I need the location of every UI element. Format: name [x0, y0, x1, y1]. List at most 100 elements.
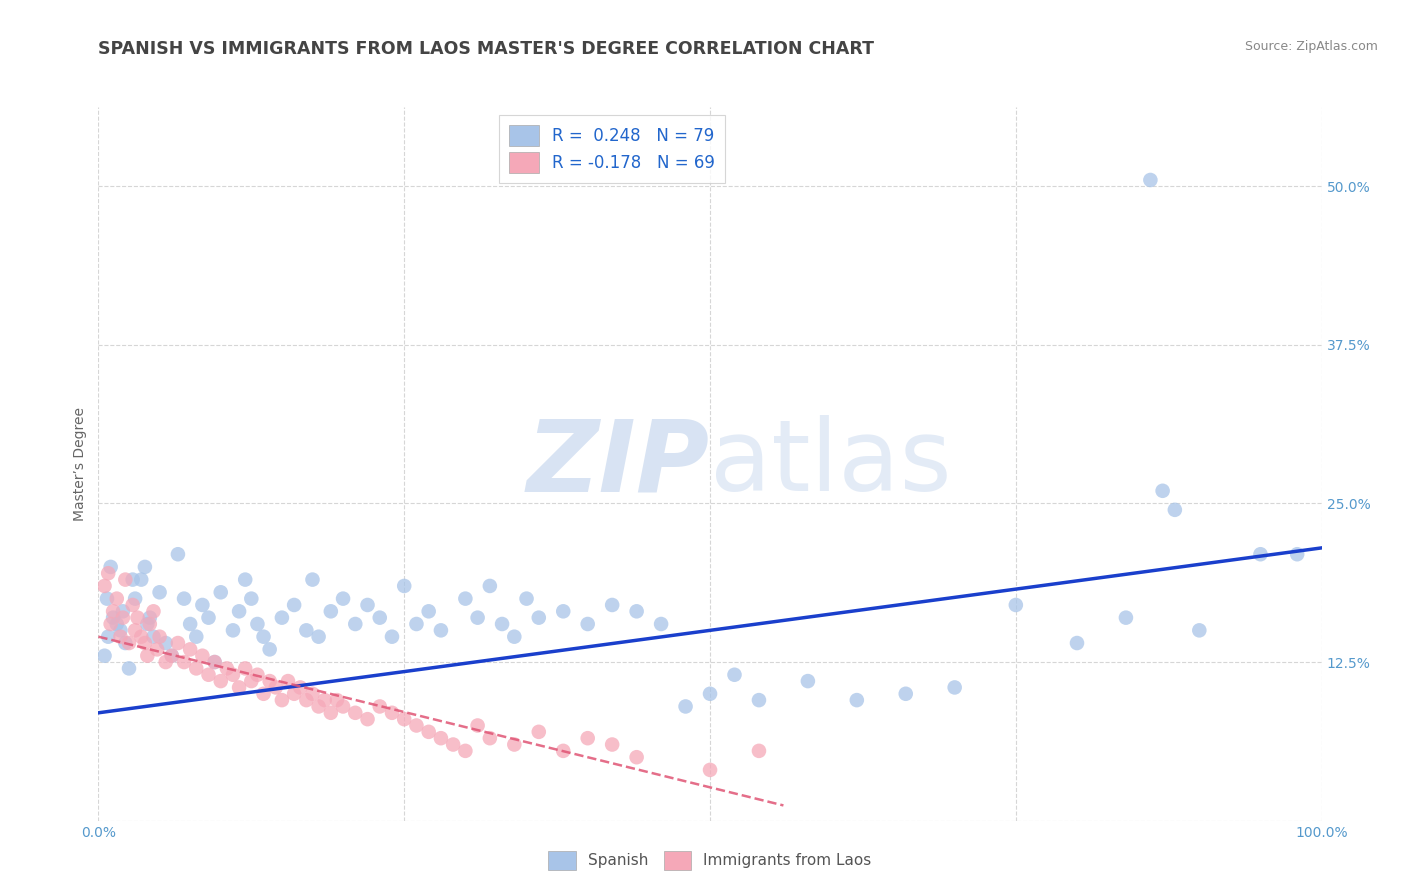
Point: [209, 585, 232, 599]
Point: [228, 681, 250, 695]
Point: [100, 617, 122, 632]
Point: [209, 674, 232, 689]
Point: [553, 604, 575, 618]
Point: [110, 630, 132, 644]
Point: [277, 674, 299, 689]
Point: [114, 573, 136, 587]
Point: [233, 573, 256, 587]
Point: [246, 667, 269, 681]
Point: [204, 655, 226, 669]
Point: [368, 610, 391, 624]
Point: [308, 630, 330, 644]
Point: [392, 579, 416, 593]
Point: [332, 699, 354, 714]
Point: [894, 687, 917, 701]
Point: [368, 699, 391, 714]
Point: [1164, 503, 1187, 517]
Point: [553, 744, 575, 758]
Point: [1004, 598, 1026, 612]
Point: [134, 560, 156, 574]
Y-axis label: Master’s Degree: Master’s Degree: [73, 407, 87, 521]
Point: [110, 624, 132, 638]
Point: [600, 738, 623, 752]
Point: [290, 681, 312, 695]
Point: [179, 642, 201, 657]
Point: [626, 604, 648, 618]
Point: [179, 617, 201, 632]
Point: [142, 604, 165, 618]
Point: [576, 731, 599, 746]
Point: [748, 693, 770, 707]
Point: [1066, 636, 1088, 650]
Point: [467, 718, 489, 732]
Point: [142, 630, 165, 644]
Point: [186, 630, 208, 644]
Point: [186, 661, 208, 675]
Point: [139, 610, 162, 624]
Point: [146, 642, 169, 657]
Point: [197, 610, 219, 624]
Point: [650, 617, 672, 632]
Point: [264, 681, 287, 695]
Point: [121, 598, 143, 612]
Point: [308, 699, 330, 714]
Point: [134, 636, 156, 650]
Text: ZIP: ZIP: [527, 416, 710, 512]
Point: [121, 573, 143, 587]
Point: [139, 617, 162, 632]
Point: [332, 591, 354, 606]
Point: [356, 712, 378, 726]
Point: [173, 591, 195, 606]
Point: [675, 699, 697, 714]
Point: [314, 693, 336, 707]
Point: [1286, 547, 1309, 561]
Point: [392, 712, 416, 726]
Point: [252, 687, 274, 701]
Point: [491, 617, 513, 632]
Point: [344, 617, 367, 632]
Point: [155, 655, 177, 669]
Point: [149, 585, 172, 599]
Point: [503, 630, 526, 644]
Point: [173, 655, 195, 669]
Point: [197, 667, 219, 681]
Point: [215, 661, 238, 675]
Point: [136, 617, 159, 632]
Point: [503, 738, 526, 752]
Point: [515, 591, 537, 606]
Point: [111, 604, 134, 618]
Point: [797, 674, 820, 689]
Point: [295, 624, 318, 638]
Point: [1188, 624, 1211, 638]
Point: [527, 610, 550, 624]
Point: [326, 693, 349, 707]
Point: [149, 630, 172, 644]
Point: [222, 667, 245, 681]
Text: SPANISH VS IMMIGRANTS FROM LAOS MASTER'S DEGREE CORRELATION CHART: SPANISH VS IMMIGRANTS FROM LAOS MASTER'S…: [98, 40, 875, 58]
Point: [356, 598, 378, 612]
Point: [600, 598, 623, 612]
Point: [100, 560, 122, 574]
Point: [114, 636, 136, 650]
Point: [105, 591, 128, 606]
Point: [240, 674, 263, 689]
Point: [301, 687, 323, 701]
Point: [295, 693, 318, 707]
Point: [1152, 483, 1174, 498]
Point: [155, 636, 177, 650]
Point: [222, 624, 245, 638]
Point: [699, 763, 721, 777]
Point: [748, 744, 770, 758]
Point: [626, 750, 648, 764]
Point: [160, 648, 183, 663]
Point: [1249, 547, 1271, 561]
Point: [283, 687, 305, 701]
Point: [845, 693, 868, 707]
Point: [344, 706, 367, 720]
Point: [723, 667, 745, 681]
Point: [259, 674, 281, 689]
Point: [270, 610, 294, 624]
Point: [191, 648, 214, 663]
Point: [1115, 610, 1137, 624]
Point: [699, 687, 721, 701]
